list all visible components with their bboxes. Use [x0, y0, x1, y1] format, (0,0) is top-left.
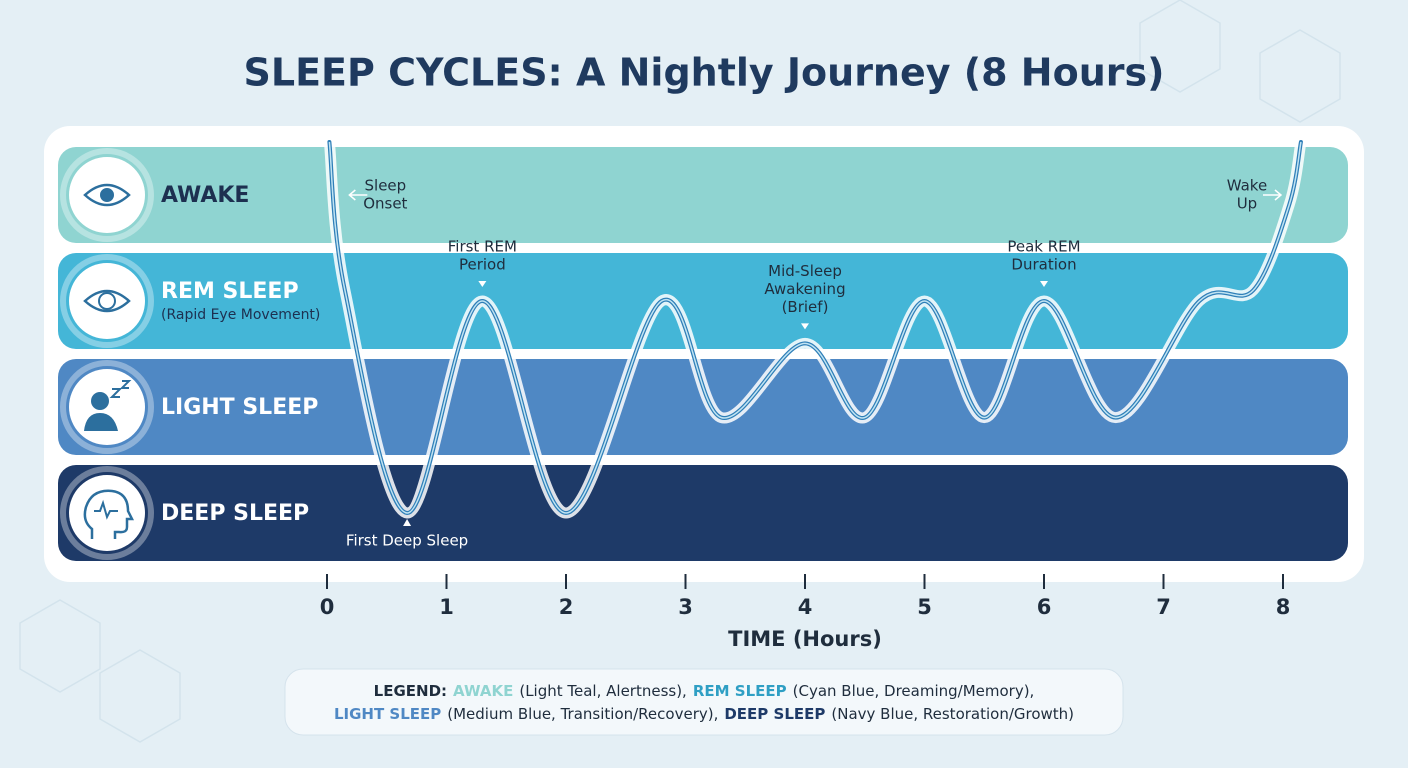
person-body	[84, 413, 118, 431]
annotation-arrow	[801, 323, 809, 330]
legend-name: AWAKE	[453, 682, 513, 700]
annotation-text: First REM	[448, 238, 517, 256]
stage-icon-ring	[60, 254, 154, 348]
hexagon	[1259, 29, 1341, 123]
annotation-text: Peak REM	[1007, 238, 1080, 256]
stage-band	[58, 359, 1348, 455]
eye-icon	[83, 183, 131, 207]
annotation-arrow	[478, 281, 487, 287]
zz-icon	[109, 380, 132, 398]
stage-band	[58, 147, 1348, 243]
hexagon	[1139, 0, 1221, 93]
annotation-text: (Brief)	[782, 298, 829, 316]
x-tick-label: 7	[1156, 595, 1171, 619]
chart-title: SLEEP CYCLES: A Nightly Journey (8 Hours…	[244, 51, 1165, 95]
annotation-text: Awakening	[764, 280, 845, 298]
stage-bands: AWAKE REM SLEEP (Rapid Eye Movement) LIGHT …	[58, 147, 1348, 561]
line-core	[328, 141, 1302, 514]
annotation-arrow	[403, 519, 412, 526]
hexagon	[19, 599, 101, 693]
x-axis-label: TIME (Hours)	[728, 627, 882, 651]
stage-icon-ring	[60, 148, 154, 242]
annotation-text: Wake	[1227, 177, 1267, 195]
x-tick-label: 1	[439, 595, 454, 619]
legend-label: LEGEND:	[374, 682, 447, 700]
stage-label: DEEP SLEEP	[161, 501, 309, 526]
legend-line: LEGEND: AWAKE (Light Teal, Alertness), REM …	[374, 682, 1035, 700]
x-tick-label: 4	[798, 595, 813, 619]
legend-box	[284, 668, 1124, 736]
hex-decoration	[19, 0, 1341, 743]
annotation-text: Period	[459, 256, 506, 274]
annotation-arrow	[348, 189, 368, 201]
annotation-text: Mid-Sleep	[768, 262, 842, 280]
legend-line: LIGHT SLEEP (Medium Blue, Transition/Reco…	[334, 705, 1074, 723]
annotation-arrow	[1262, 189, 1283, 201]
eye-icon	[83, 289, 131, 313]
stage-label: LIGHT SLEEP	[161, 395, 318, 420]
legend-name: REM SLEEP	[693, 682, 787, 700]
eye-pupil	[98, 292, 116, 310]
annotation-text: Onset	[363, 195, 407, 213]
annotation-arrow	[1040, 281, 1048, 287]
x-tick-label: 5	[917, 595, 932, 619]
legend-text: (Navy Blue, Restoration/Growth)	[831, 705, 1074, 723]
legend-name: DEEP SLEEP	[724, 705, 825, 723]
stage-icon-ring	[60, 360, 154, 454]
x-tick-label: 3	[678, 595, 693, 619]
x-tick-label: 6	[1037, 595, 1052, 619]
legend-text: (Light Teal, Alertness),	[519, 682, 686, 700]
legend-name: LIGHT SLEEP	[334, 705, 441, 723]
pulse-icon	[94, 499, 118, 520]
annotation-text: Sleep	[365, 177, 407, 195]
stage-icon-bg	[69, 369, 145, 445]
stage-icon-ring	[60, 466, 154, 560]
stage-icon-bg	[69, 263, 145, 339]
x-tick-label: 8	[1276, 595, 1291, 619]
legend-text: (Cyan Blue, Dreaming/Memory),	[793, 682, 1035, 700]
stage-label: AWAKE	[161, 183, 249, 208]
person-head	[91, 392, 109, 410]
stage-label: REM SLEEP	[161, 279, 299, 304]
stage-icon-bg	[69, 475, 145, 551]
head-icon	[83, 489, 135, 539]
stage-band	[58, 465, 1348, 561]
stage-note: (Rapid Eye Movement)	[161, 307, 320, 323]
annotation-text: First Deep Sleep	[346, 532, 468, 550]
annotation-text: Duration	[1011, 256, 1076, 274]
hexagon	[99, 649, 181, 743]
x-tick-label: 0	[320, 595, 335, 619]
legend: LEGEND: AWAKE (Light Teal, Alertness), REM …	[334, 682, 1074, 723]
legend-text: (Medium Blue, Transition/Recovery),	[447, 705, 718, 723]
eye-pupil	[100, 188, 114, 202]
annotation-text: Up	[1237, 195, 1258, 213]
x-tick-label: 2	[559, 595, 574, 619]
